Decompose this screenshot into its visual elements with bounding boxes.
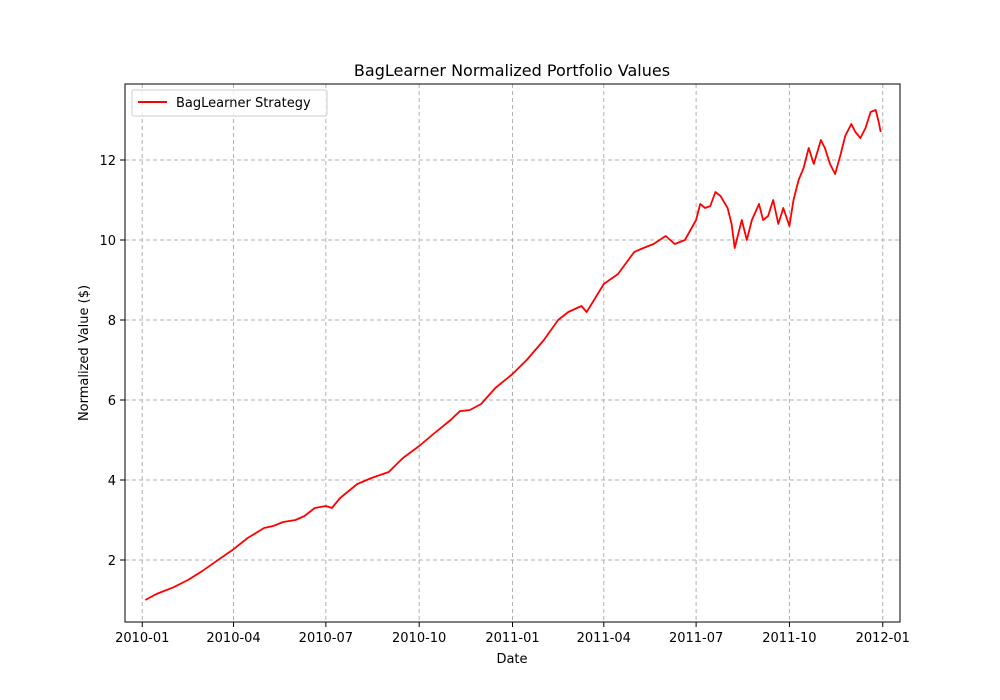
x-tick-label: 2010-07 [299,631,353,646]
y-tick-label: 8 [108,314,116,329]
x-tick-label: 2011-01 [485,631,539,646]
legend: BagLearner Strategy [131,89,328,117]
x-tick-label: 2011-04 [577,631,631,646]
x-tick-label: 2010-01 [115,631,169,646]
y-tick-label: 6 [108,394,116,409]
legend-box [131,89,328,117]
y-axis-label: Normalized Value ($) [77,285,92,421]
y-tick-label: 2 [108,554,116,569]
grid [125,84,900,622]
legend-label: BagLearner Strategy [176,96,311,111]
x-axis-label: Date [496,652,527,667]
y-tick-label: 10 [99,234,116,249]
x-tick-label: 2011-07 [669,631,723,646]
series-line [144,109,882,601]
x-tick-label: 2010-04 [206,631,260,646]
y-tick-label: 12 [99,154,116,169]
ticks: 2010-01 2010-04 2010-07 2010-10 2011-01 2011-… [99,154,909,646]
chart-title: BagLearner Normalized Portfolio Values [354,61,670,80]
series-layer [144,109,882,601]
y-tick-label: 4 [108,474,116,489]
x-tick-label: 2010-10 [392,631,446,646]
x-tick-label: 2012-01 [856,631,910,646]
x-tick-label: 2011-10 [762,631,816,646]
